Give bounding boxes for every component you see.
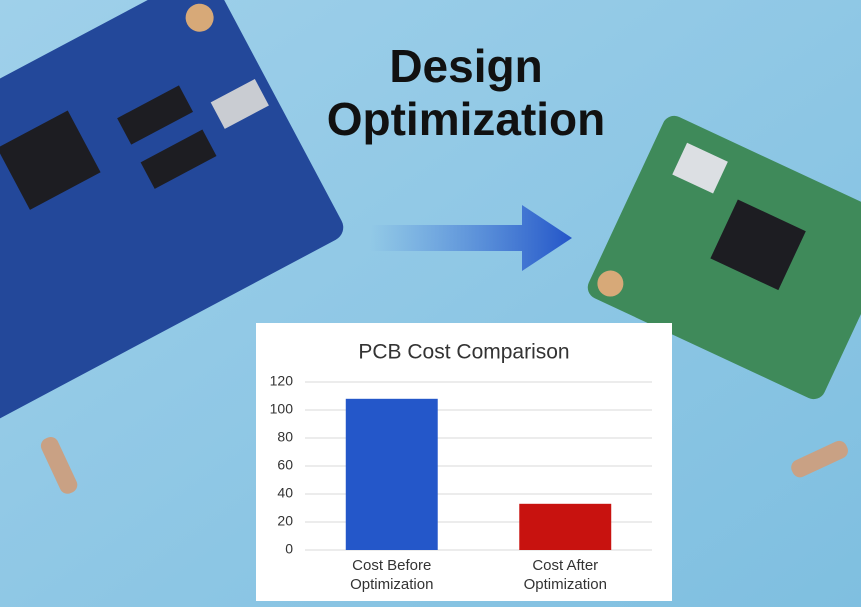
chart: 0 20 40 60 80 100 120 Cost Before Optimization Co…: [270, 373, 652, 593]
resistor: [791, 440, 848, 478]
resistor: [40, 437, 78, 494]
chart-panel: [256, 323, 672, 601]
x-tick-label: Cost Before Optimization: [350, 557, 433, 593]
blue-pcb: [0, 0, 344, 426]
bar: [345, 398, 438, 550]
chart-title: PCB Cost Comparison: [358, 341, 569, 364]
y-tick-label: 80: [277, 429, 293, 445]
heading-line: Design: [389, 40, 542, 92]
y-tick-label: 20: [277, 513, 293, 529]
y-tick-label: 40: [277, 485, 293, 501]
y-tick-label: 60: [277, 457, 293, 473]
heading-line: Optimization: [327, 93, 606, 145]
arrow: [370, 205, 572, 271]
x-tick-label: Cost After Optimization: [524, 557, 607, 593]
y-tick-label: 0: [285, 541, 293, 557]
y-tick-label: 100: [270, 401, 294, 417]
y-tick-label: 120: [270, 373, 294, 389]
bar: [519, 503, 612, 550]
